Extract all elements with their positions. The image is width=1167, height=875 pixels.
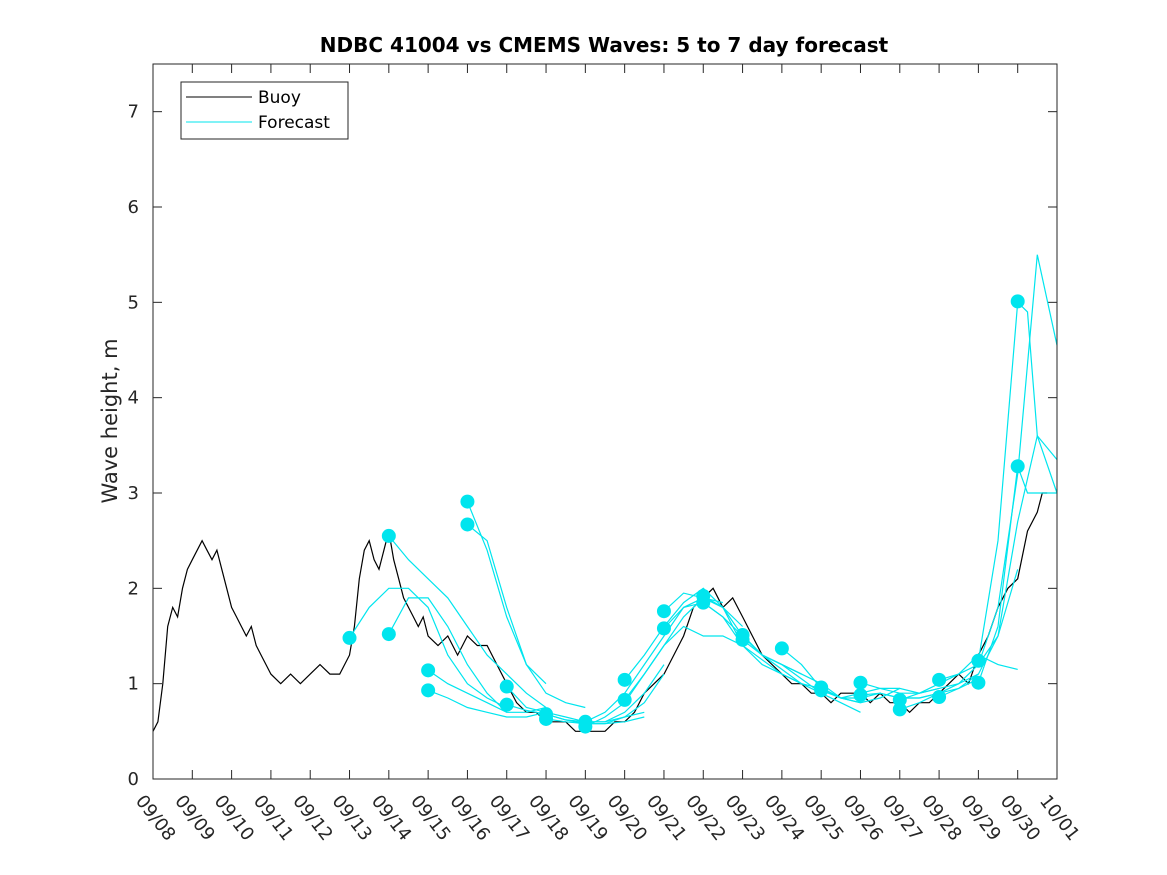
forecast-marker [814, 683, 829, 698]
forecast-marker [932, 672, 947, 687]
forecast-marker [460, 494, 475, 509]
y-tick-label: 0 [128, 769, 139, 790]
forecast-line [938, 254, 1058, 681]
forecast-marker [892, 702, 907, 717]
legend-forecast-label: Forecast [258, 113, 330, 133]
forecast-line [624, 625, 743, 701]
forecast-marker [696, 595, 711, 610]
chart-title: NDBC 41004 vs CMEMS Waves: 5 to 7 day fo… [320, 33, 889, 57]
forecast-line [427, 669, 547, 713]
y-tick-label: 2 [128, 578, 139, 599]
forecast-marker [617, 692, 632, 707]
forecast-line [742, 639, 861, 713]
forecast-marker [774, 641, 789, 656]
forecast-line [388, 535, 547, 708]
legend-box [180, 81, 349, 140]
legend-buoy-label: Buoy [258, 88, 301, 108]
forecast-marker [735, 632, 750, 647]
forecast-marker [853, 675, 868, 690]
plot-area: 0123456709/0809/0909/1009/1109/1209/1309… [128, 63, 1084, 845]
legend: Buoy Forecast [180, 81, 349, 140]
forecast-line [977, 300, 1058, 661]
y-tick-label: 3 [128, 483, 139, 504]
forecast-marker [381, 528, 396, 543]
forecast-marker [617, 672, 632, 687]
axes-background [153, 64, 1057, 779]
forecast-marker [381, 627, 396, 642]
y-tick-label: 5 [128, 292, 139, 313]
y-tick-label: 4 [128, 388, 139, 409]
forecast-line [388, 597, 508, 713]
forecast-line [467, 524, 586, 709]
forecast-marker [421, 683, 436, 698]
y-axis-label: Wave height, m [98, 338, 122, 503]
forecast-marker [853, 688, 868, 703]
forecast-marker [932, 690, 947, 705]
forecast-marker [499, 697, 514, 712]
forecast-marker [1010, 459, 1025, 474]
forecast-marker [539, 711, 554, 726]
forecast-line [545, 673, 665, 725]
axes-frame [152, 63, 1058, 780]
forecast-line [663, 601, 802, 685]
forecast-line [977, 466, 1057, 683]
forecast-line [348, 587, 507, 709]
y-tick-label: 1 [128, 674, 139, 695]
forecast-marker [971, 675, 986, 690]
forecast-marker [460, 517, 475, 532]
forecast-line [506, 704, 645, 725]
forecast-line [545, 664, 665, 723]
forecast-marker [656, 604, 671, 619]
forecast-marker [578, 719, 593, 734]
forecast-line [466, 501, 547, 685]
y-tick-label: 7 [128, 102, 139, 123]
forecast-line [427, 689, 547, 718]
forecast-marker [971, 653, 986, 668]
forecast-marker [421, 663, 436, 678]
forecast-marker [342, 630, 357, 645]
forecast-marker [499, 679, 514, 694]
forecast-marker [1010, 294, 1025, 309]
y-tick-label: 6 [128, 197, 139, 218]
forecast-marker [656, 621, 671, 636]
